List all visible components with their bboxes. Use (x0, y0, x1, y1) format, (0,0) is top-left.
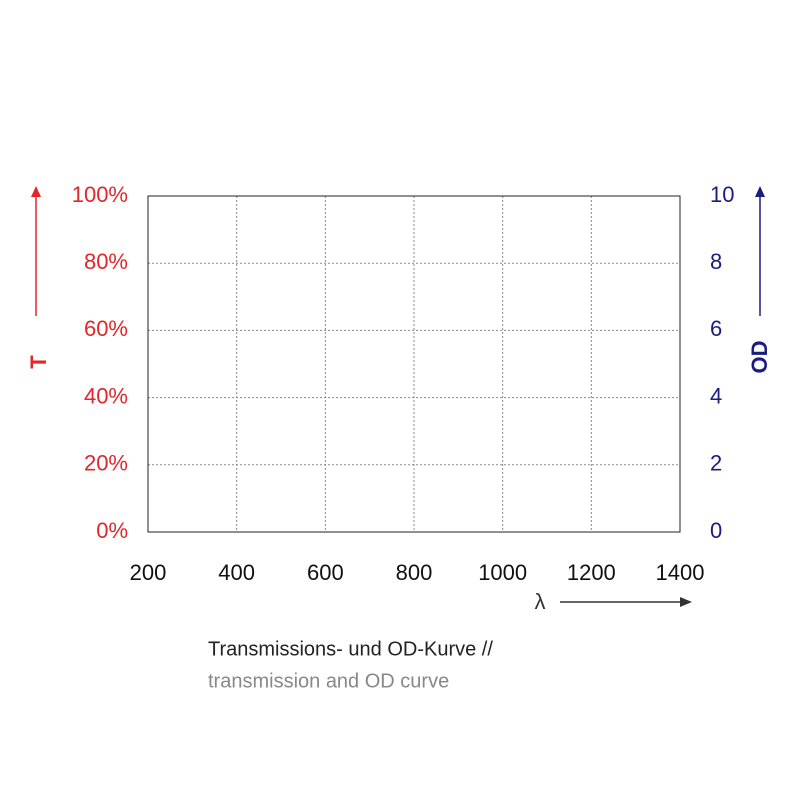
y2-tick-label: 0 (710, 518, 722, 543)
plot-frame (147, 195, 681, 533)
caption: transmission and OD curve (208, 670, 449, 692)
od-arrowhead (755, 186, 765, 197)
x-tick-label: 1000 (478, 560, 527, 585)
x-tick-label: 1200 (567, 560, 616, 585)
y2-tick-label: 2 (710, 451, 722, 476)
y2-tick-label: 6 (710, 316, 722, 341)
y-tick-label: 20% (84, 451, 128, 476)
x-tick-label: 600 (307, 560, 344, 585)
y-tick-label: 80% (84, 249, 128, 274)
y-tick-label: 40% (84, 383, 128, 408)
y2-tick-label: 4 (710, 383, 722, 408)
x-axis-label: λ (535, 589, 546, 614)
y-axis-label: T (26, 355, 51, 369)
x-tick-label: 1400 (656, 560, 705, 585)
x-tick-label: 800 (396, 560, 433, 585)
caption: Transmissions- und OD-Kurve // (208, 638, 493, 660)
y2-axis-label: OD (747, 341, 772, 374)
x-tick-label: 200 (130, 560, 167, 585)
x-tick-label: 400 (218, 560, 255, 585)
y-tick-label: 100% (72, 182, 128, 207)
y-tick-label: 0% (96, 518, 128, 543)
y2-tick-label: 10 (710, 182, 734, 207)
t-arrowhead (31, 186, 41, 197)
lambda-arrowhead (680, 597, 692, 607)
y-tick-label: 60% (84, 316, 128, 341)
y2-tick-label: 8 (710, 249, 722, 274)
